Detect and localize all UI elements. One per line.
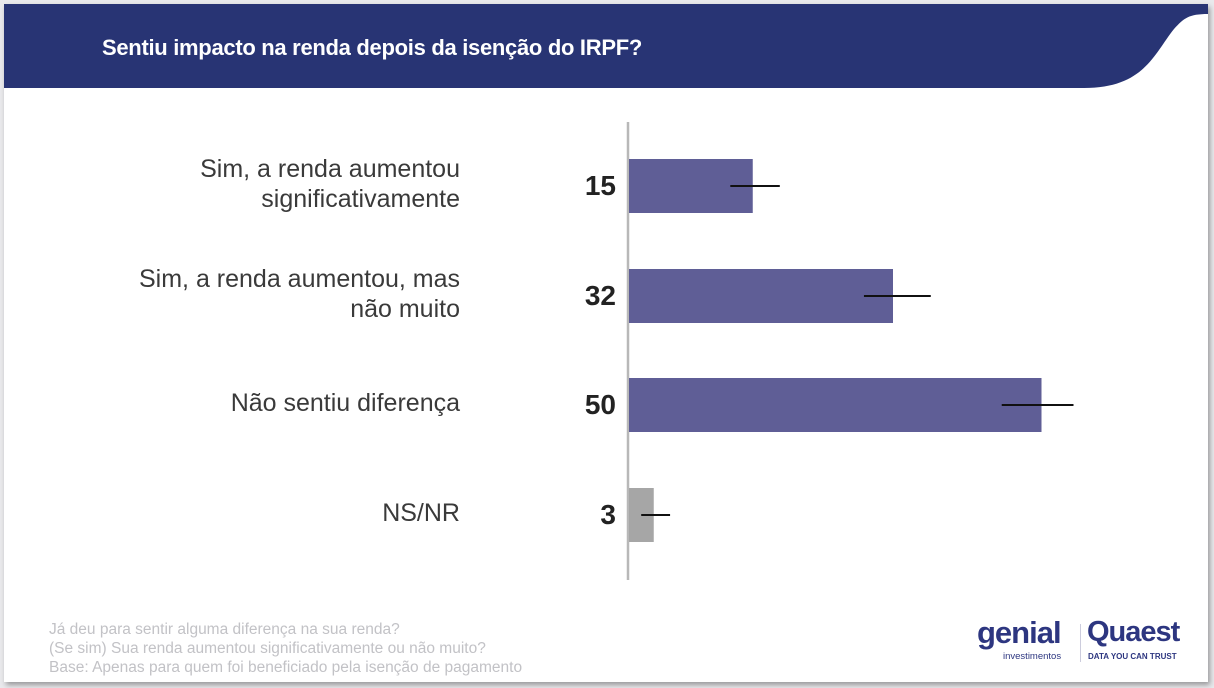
category-label: NS/NR	[382, 499, 460, 527]
data-label: 32	[584, 280, 616, 311]
category-label: não muito	[350, 295, 460, 323]
bar	[629, 378, 1042, 432]
category-label: Sim, a renda aumentou, mas	[139, 265, 460, 293]
footer-base: Base: Apenas para quem foi beneficiado p…	[49, 659, 523, 676]
quaest-logo-sub: DATA YOU CAN TRUST	[1088, 652, 1177, 661]
genial-logo-sub: investimentos	[1003, 651, 1062, 662]
category-label: significativamente	[261, 185, 460, 213]
category-label: Não sentiu diferença	[230, 389, 460, 417]
data-label: 3	[600, 499, 616, 530]
genial-logo: genial	[977, 615, 1062, 650]
header-band	[4, 4, 1208, 88]
data-label: 15	[584, 170, 616, 201]
category-label: Sim, a renda aumentou	[200, 155, 460, 183]
slide: Sentiu impacto na renda depois da isençã…	[4, 4, 1208, 682]
footer-question-1: Já deu para sentir alguma diferença na s…	[49, 621, 400, 638]
chart	[4, 4, 1208, 580]
footer-question-2: (Se sim) Sua renda aumentou significativ…	[49, 640, 486, 657]
page-title: Sentiu impacto na renda depois da isençã…	[102, 35, 642, 60]
quaest-logo: Quaest	[1087, 616, 1180, 648]
data-label: 50	[584, 389, 616, 420]
logo-divider	[1080, 624, 1081, 662]
bar	[629, 269, 893, 323]
